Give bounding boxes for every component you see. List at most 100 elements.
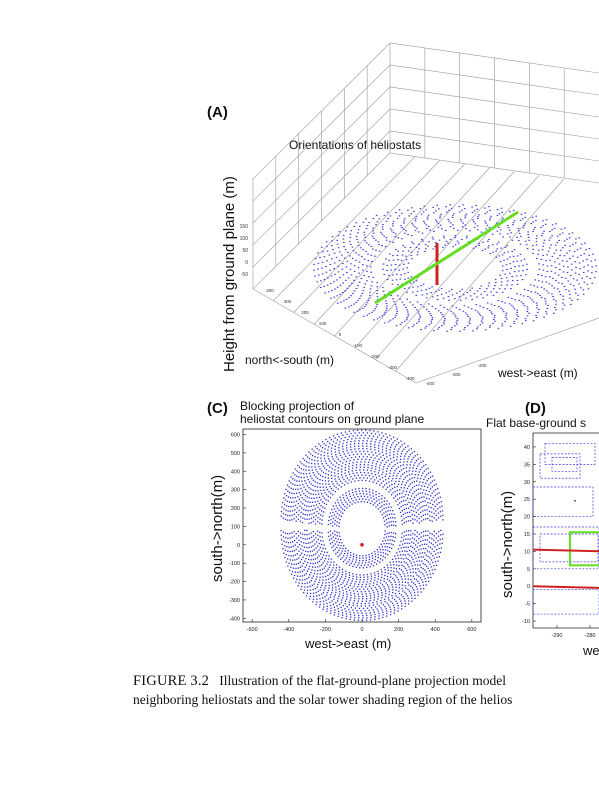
projection-mark (406, 542, 408, 544)
projection-mark (304, 538, 306, 540)
projection-mark (384, 549, 387, 551)
projection-mark (358, 490, 361, 492)
projection-mark (365, 559, 367, 561)
projection-mark (308, 581, 311, 583)
projection-mark (396, 456, 398, 458)
projection-mark (345, 475, 347, 477)
heliostat-mark (542, 225, 544, 227)
projection-mark (385, 482, 388, 485)
projection-mark (386, 514, 388, 516)
panel-c-y-tick: 400 (231, 469, 240, 475)
heliostat-mark (375, 214, 378, 216)
heliostat-mark (395, 314, 397, 316)
projection-mark (417, 488, 420, 490)
heliostat-mark (525, 320, 527, 322)
projection-mark (359, 466, 362, 468)
heliostat-mark (526, 310, 529, 313)
projection-mark (294, 559, 296, 561)
heliostat-mark (418, 243, 421, 245)
projection-mark (401, 564, 403, 566)
projection-mark (390, 524, 393, 526)
heliostat-mark (486, 288, 488, 290)
projection-mark (327, 519, 330, 522)
projection-mark (304, 534, 306, 536)
projection-mark (393, 612, 395, 614)
projection-mark (323, 567, 325, 569)
projection-mark (401, 444, 403, 446)
projection-mark (383, 508, 385, 510)
projection-mark (366, 614, 368, 617)
heliostat-mark (403, 222, 405, 224)
heliostat-mark (580, 254, 582, 256)
heliostat-mark (385, 258, 387, 260)
projection-mark (305, 573, 308, 575)
projection-mark (319, 522, 321, 524)
panel-c-y-tick: -100 (229, 561, 240, 567)
projection-mark (429, 532, 431, 534)
projection-mark (303, 589, 306, 591)
projection-mark (377, 593, 379, 595)
projection-mark (322, 572, 324, 575)
heliostat-mark (532, 221, 535, 223)
heliostat-mark (401, 322, 403, 324)
heliostat-mark (546, 307, 549, 310)
projection-mark (298, 480, 300, 482)
projection-mark (435, 541, 437, 544)
projection-mark (371, 451, 373, 453)
projection-mark (294, 504, 297, 507)
projection-mark (412, 533, 414, 535)
projection-mark (297, 464, 299, 467)
projection-mark (413, 510, 415, 512)
projection-mark (322, 515, 324, 517)
heliostat-mark (573, 251, 576, 253)
projection-mark (353, 614, 356, 616)
projection-mark (307, 551, 309, 553)
heliostat-mark (428, 287, 431, 289)
projection-mark (386, 456, 388, 458)
heliostat-mark (333, 281, 335, 283)
projection-mark (424, 569, 426, 571)
heliostat-mark (524, 212, 527, 214)
heliostat-mark (564, 244, 566, 246)
projection-mark (410, 495, 413, 497)
heliostat-mark (464, 217, 467, 219)
projection-mark (319, 508, 321, 511)
heliostat-mark (381, 233, 384, 235)
projection-mark (316, 521, 319, 523)
heliostat-mark (511, 250, 514, 253)
projection-mark (429, 502, 431, 504)
heliostat-mark (370, 285, 373, 287)
projection-mark (334, 583, 336, 585)
projection-mark (354, 583, 356, 585)
projection-mark (367, 564, 369, 566)
projection-mark (400, 455, 402, 458)
projection-mark (338, 571, 340, 574)
heliostat-mark (321, 267, 323, 269)
heliostat-mark (555, 300, 557, 302)
heliostat-mark (464, 312, 467, 314)
heliostat-mark (410, 235, 413, 237)
projection-mark (422, 547, 425, 550)
projection-mark (393, 472, 395, 474)
projection-mark (329, 466, 331, 468)
heliostat-mark (578, 262, 581, 264)
projection-mark (284, 499, 287, 501)
projection-mark (284, 549, 287, 551)
projection-mark (345, 444, 348, 446)
projection-mark (361, 562, 363, 564)
projection-mark (346, 507, 348, 509)
projection-mark (306, 589, 309, 591)
heliostat-mark (348, 306, 350, 308)
projection-mark (385, 473, 387, 475)
projection-mark (427, 472, 430, 474)
projection-mark (408, 511, 411, 513)
projection-mark (407, 564, 409, 566)
projection-mark (405, 538, 407, 541)
projection-mark (305, 557, 307, 560)
heliostat-mark (496, 222, 498, 224)
projection-mark (423, 575, 425, 577)
projection-mark (312, 489, 314, 491)
projection-mark (337, 470, 339, 472)
projection-mark (429, 563, 431, 565)
projection-mark (335, 589, 337, 591)
